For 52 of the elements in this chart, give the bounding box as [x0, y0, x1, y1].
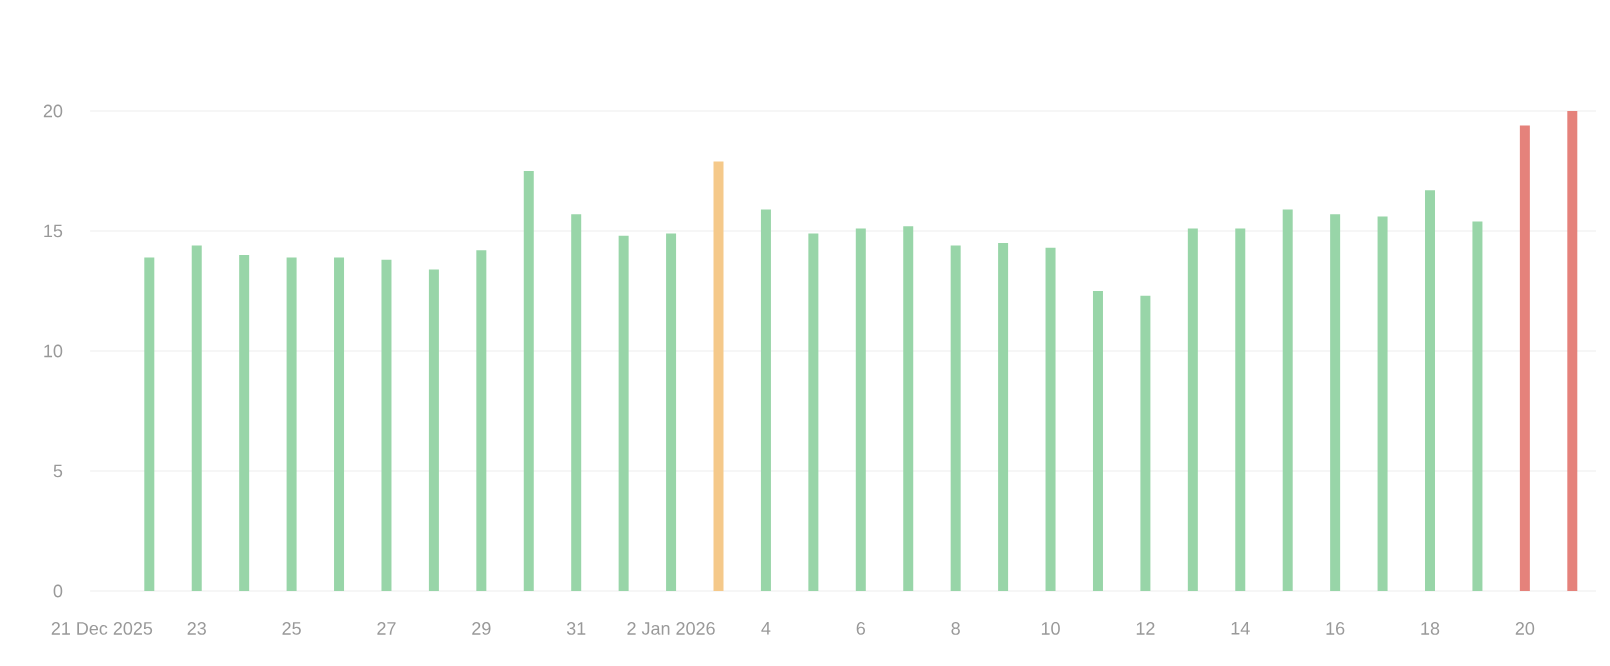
bar — [191, 245, 202, 591]
bar — [334, 257, 345, 591]
bar — [1045, 247, 1056, 591]
y-tick-label: 15 — [44, 224, 63, 238]
bar — [903, 226, 914, 591]
bar — [1330, 214, 1341, 591]
x-tick-label: 4 — [761, 622, 771, 635]
bar — [1425, 190, 1435, 591]
x-tick-label: 18 — [1421, 622, 1440, 635]
bar — [1140, 295, 1151, 591]
bar — [1519, 125, 1530, 591]
bar — [808, 233, 819, 591]
bar — [1282, 209, 1293, 591]
bar — [1472, 221, 1483, 591]
bar — [760, 209, 771, 591]
bar — [144, 257, 155, 591]
bar — [998, 243, 1009, 591]
x-tick-label: 12 — [1136, 622, 1155, 635]
x-tick-label: 20 — [1515, 622, 1535, 635]
y-tick-label: 5 — [53, 464, 63, 478]
x-tick-label: 14 — [1231, 622, 1250, 635]
bar — [618, 235, 629, 591]
x-tick-label: 29 — [472, 622, 491, 635]
bar — [1187, 228, 1198, 591]
bar — [1377, 216, 1388, 591]
y-tick-label: 0 — [53, 584, 63, 598]
bar — [950, 245, 961, 591]
bar — [239, 255, 250, 591]
x-tick-label: 23 — [187, 622, 206, 635]
bar — [571, 214, 582, 591]
bar — [1235, 228, 1246, 591]
x-tick-label: 8 — [951, 622, 960, 635]
x-tick-label: 27 — [377, 622, 396, 635]
bar — [713, 161, 724, 591]
x-tick-label: 31 — [566, 622, 586, 635]
bar — [523, 171, 534, 591]
y-tick-label: 10 — [44, 344, 63, 358]
x-tick-label: 6 — [856, 622, 866, 635]
bar — [381, 259, 392, 591]
x-tick-label: 21 Dec 2025 — [51, 622, 153, 635]
bar — [1567, 111, 1578, 591]
x-tick-label: 10 — [1041, 622, 1060, 635]
bar — [286, 257, 297, 591]
y-tick-label: 20 — [43, 104, 63, 118]
bar — [666, 233, 677, 591]
bar — [428, 269, 439, 591]
x-tick-label: 16 — [1326, 622, 1345, 635]
x-tick-label: 2 Jan 2026 — [627, 622, 715, 635]
bar — [476, 250, 487, 591]
bar — [1092, 291, 1103, 591]
x-tick-label: 25 — [282, 622, 301, 635]
bar — [855, 228, 866, 591]
